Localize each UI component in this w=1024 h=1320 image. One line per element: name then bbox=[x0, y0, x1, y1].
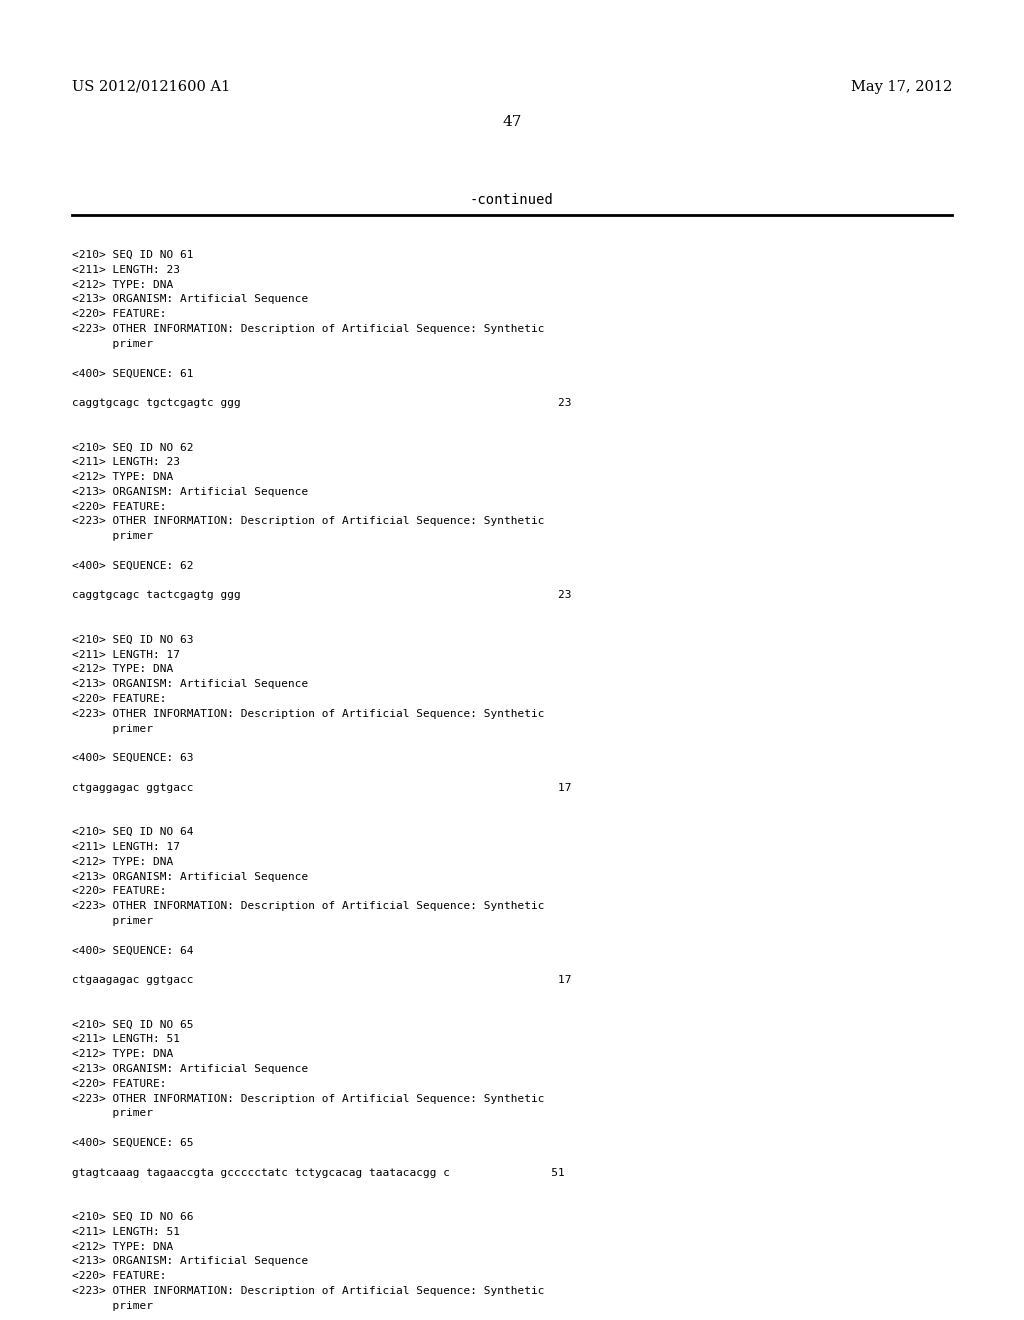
Text: caggtgcagc tactcgagtg ggg                                               23: caggtgcagc tactcgagtg ggg 23 bbox=[72, 590, 571, 601]
Text: <223> OTHER INFORMATION: Description of Artificial Sequence: Synthetic: <223> OTHER INFORMATION: Description of … bbox=[72, 902, 545, 911]
Text: <400> SEQUENCE: 62: <400> SEQUENCE: 62 bbox=[72, 561, 194, 570]
Text: primer: primer bbox=[72, 916, 153, 927]
Text: <213> ORGANISM: Artificial Sequence: <213> ORGANISM: Artificial Sequence bbox=[72, 487, 308, 496]
Text: <223> OTHER INFORMATION: Description of Artificial Sequence: Synthetic: <223> OTHER INFORMATION: Description of … bbox=[72, 516, 545, 527]
Text: <211> LENGTH: 23: <211> LENGTH: 23 bbox=[72, 457, 180, 467]
Text: <210> SEQ ID NO 66: <210> SEQ ID NO 66 bbox=[72, 1212, 194, 1222]
Text: ctgaagagac ggtgacc                                                      17: ctgaagagac ggtgacc 17 bbox=[72, 975, 571, 985]
Text: <210> SEQ ID NO 65: <210> SEQ ID NO 65 bbox=[72, 1019, 194, 1030]
Text: <211> LENGTH: 51: <211> LENGTH: 51 bbox=[72, 1035, 180, 1044]
Text: <213> ORGANISM: Artificial Sequence: <213> ORGANISM: Artificial Sequence bbox=[72, 1064, 308, 1074]
Text: <210> SEQ ID NO 61: <210> SEQ ID NO 61 bbox=[72, 249, 194, 260]
Text: <213> ORGANISM: Artificial Sequence: <213> ORGANISM: Artificial Sequence bbox=[72, 1257, 308, 1266]
Text: <220> FEATURE:: <220> FEATURE: bbox=[72, 887, 167, 896]
Text: primer: primer bbox=[72, 339, 153, 348]
Text: primer: primer bbox=[72, 1109, 153, 1118]
Text: primer: primer bbox=[72, 531, 153, 541]
Text: primer: primer bbox=[72, 1300, 153, 1311]
Text: <211> LENGTH: 17: <211> LENGTH: 17 bbox=[72, 842, 180, 851]
Text: <220> FEATURE:: <220> FEATURE: bbox=[72, 1271, 167, 1282]
Text: <212> TYPE: DNA: <212> TYPE: DNA bbox=[72, 473, 173, 482]
Text: caggtgcagc tgctcgagtc ggg                                               23: caggtgcagc tgctcgagtc ggg 23 bbox=[72, 399, 571, 408]
Text: <400> SEQUENCE: 64: <400> SEQUENCE: 64 bbox=[72, 945, 194, 956]
Text: <223> OTHER INFORMATION: Description of Artificial Sequence: Synthetic: <223> OTHER INFORMATION: Description of … bbox=[72, 1286, 545, 1296]
Text: <223> OTHER INFORMATION: Description of Artificial Sequence: Synthetic: <223> OTHER INFORMATION: Description of … bbox=[72, 1093, 545, 1104]
Text: <212> TYPE: DNA: <212> TYPE: DNA bbox=[72, 1049, 173, 1059]
Text: <212> TYPE: DNA: <212> TYPE: DNA bbox=[72, 1242, 173, 1251]
Text: <223> OTHER INFORMATION: Description of Artificial Sequence: Synthetic: <223> OTHER INFORMATION: Description of … bbox=[72, 323, 545, 334]
Text: <210> SEQ ID NO 64: <210> SEQ ID NO 64 bbox=[72, 828, 194, 837]
Text: <400> SEQUENCE: 61: <400> SEQUENCE: 61 bbox=[72, 368, 194, 379]
Text: May 17, 2012: May 17, 2012 bbox=[851, 81, 952, 94]
Text: <212> TYPE: DNA: <212> TYPE: DNA bbox=[72, 857, 173, 867]
Text: gtagtcaaag tagaaccgta gccccctatc tctygcacag taatacacgg c               51: gtagtcaaag tagaaccgta gccccctatc tctygca… bbox=[72, 1168, 565, 1177]
Text: <220> FEATURE:: <220> FEATURE: bbox=[72, 502, 167, 512]
Text: <212> TYPE: DNA: <212> TYPE: DNA bbox=[72, 280, 173, 289]
Text: <213> ORGANISM: Artificial Sequence: <213> ORGANISM: Artificial Sequence bbox=[72, 871, 308, 882]
Text: <220> FEATURE:: <220> FEATURE: bbox=[72, 694, 167, 704]
Text: <210> SEQ ID NO 63: <210> SEQ ID NO 63 bbox=[72, 635, 194, 644]
Text: <211> LENGTH: 23: <211> LENGTH: 23 bbox=[72, 265, 180, 275]
Text: <210> SEQ ID NO 62: <210> SEQ ID NO 62 bbox=[72, 442, 194, 453]
Text: <400> SEQUENCE: 63: <400> SEQUENCE: 63 bbox=[72, 754, 194, 763]
Text: <211> LENGTH: 51: <211> LENGTH: 51 bbox=[72, 1226, 180, 1237]
Text: <213> ORGANISM: Artificial Sequence: <213> ORGANISM: Artificial Sequence bbox=[72, 680, 308, 689]
Text: <223> OTHER INFORMATION: Description of Artificial Sequence: Synthetic: <223> OTHER INFORMATION: Description of … bbox=[72, 709, 545, 719]
Text: 47: 47 bbox=[503, 115, 521, 129]
Text: <213> ORGANISM: Artificial Sequence: <213> ORGANISM: Artificial Sequence bbox=[72, 294, 308, 305]
Text: -continued: -continued bbox=[470, 193, 554, 207]
Text: US 2012/0121600 A1: US 2012/0121600 A1 bbox=[72, 81, 230, 94]
Text: <212> TYPE: DNA: <212> TYPE: DNA bbox=[72, 664, 173, 675]
Text: <220> FEATURE:: <220> FEATURE: bbox=[72, 1078, 167, 1089]
Text: ctgaggagac ggtgacc                                                      17: ctgaggagac ggtgacc 17 bbox=[72, 783, 571, 793]
Text: <400> SEQUENCE: 65: <400> SEQUENCE: 65 bbox=[72, 1138, 194, 1148]
Text: <220> FEATURE:: <220> FEATURE: bbox=[72, 309, 167, 319]
Text: primer: primer bbox=[72, 723, 153, 734]
Text: <211> LENGTH: 17: <211> LENGTH: 17 bbox=[72, 649, 180, 660]
